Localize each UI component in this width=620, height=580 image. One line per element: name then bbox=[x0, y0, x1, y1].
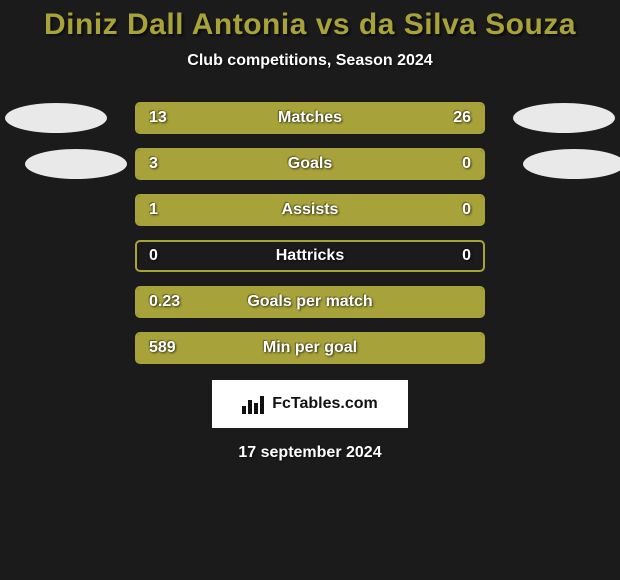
stat-row: 0.23Goals per match bbox=[0, 286, 620, 318]
comparison-container: Diniz Dall Antonia vs da Silva Souza Clu… bbox=[0, 0, 620, 462]
row-spacer bbox=[503, 333, 605, 363]
player-right-oval bbox=[513, 103, 615, 133]
stat-label: Assists bbox=[137, 196, 483, 224]
stat-row: 13Matches26 bbox=[0, 102, 620, 134]
stat-label: Goals bbox=[137, 150, 483, 178]
stat-value-right: 0 bbox=[462, 242, 471, 270]
stat-value-right: 26 bbox=[453, 104, 471, 132]
row-spacer bbox=[15, 195, 117, 225]
stat-value-right: 0 bbox=[462, 150, 471, 178]
source-badge: FcTables.com bbox=[210, 378, 410, 430]
subtitle: Club competitions, Season 2024 bbox=[0, 52, 620, 70]
stat-label: Goals per match bbox=[137, 288, 483, 316]
stat-value-right: 0 bbox=[462, 196, 471, 224]
page-title: Diniz Dall Antonia vs da Silva Souza bbox=[0, 8, 620, 42]
stat-row: 0Hattricks0 bbox=[0, 240, 620, 272]
stat-row: 1Assists0 bbox=[0, 194, 620, 226]
row-spacer bbox=[15, 333, 117, 363]
stat-row: 589Min per goal bbox=[0, 332, 620, 364]
stat-label: Min per goal bbox=[137, 334, 483, 362]
row-spacer bbox=[503, 195, 605, 225]
stat-bar: 3Goals0 bbox=[135, 148, 485, 180]
chart-bars-icon bbox=[242, 394, 266, 414]
stat-row: 3Goals0 bbox=[0, 148, 620, 180]
player-left-oval bbox=[5, 103, 107, 133]
row-spacer bbox=[15, 287, 117, 317]
row-spacer bbox=[503, 287, 605, 317]
stat-bar: 0Hattricks0 bbox=[135, 240, 485, 272]
stat-bar: 589Min per goal bbox=[135, 332, 485, 364]
stat-label: Matches bbox=[137, 104, 483, 132]
row-spacer bbox=[503, 241, 605, 271]
stat-rows: 13Matches263Goals01Assists00Hattricks00.… bbox=[0, 102, 620, 364]
row-spacer bbox=[15, 241, 117, 271]
source-badge-text: FcTables.com bbox=[272, 395, 378, 413]
player-left-oval bbox=[25, 149, 127, 179]
stat-bar: 13Matches26 bbox=[135, 102, 485, 134]
stat-bar: 0.23Goals per match bbox=[135, 286, 485, 318]
stat-bar: 1Assists0 bbox=[135, 194, 485, 226]
stat-label: Hattricks bbox=[137, 242, 483, 270]
date-label: 17 september 2024 bbox=[0, 444, 620, 462]
player-right-oval bbox=[523, 149, 620, 179]
